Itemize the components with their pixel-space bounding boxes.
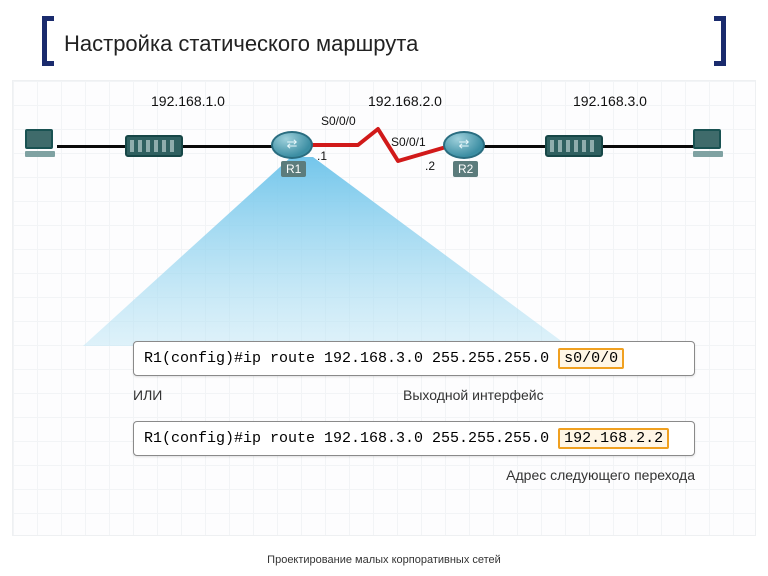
switch-right-icon bbox=[545, 135, 603, 157]
switch-left-icon bbox=[125, 135, 183, 157]
network-diagram: 192.168.1.0 192.168.2.0 192.168.3.0 R1 R… bbox=[12, 80, 756, 536]
cli-box-1: R1(config)#ip route 192.168.3.0 255.255.… bbox=[133, 341, 695, 376]
spotlight-beam-icon bbox=[63, 151, 583, 351]
net-label-mid: 192.168.2.0 bbox=[368, 93, 442, 109]
router-r1-label: R1 bbox=[281, 161, 306, 177]
if-r2-ip: .2 bbox=[425, 159, 435, 173]
if-r2-in: S0/0/1 bbox=[391, 135, 426, 149]
title-bar: Настройка статического маршрута bbox=[42, 26, 726, 62]
label-outif: Выходной интерфейс bbox=[403, 387, 544, 403]
cli-2-text: R1(config)#ip route 192.168.3.0 255.255.… bbox=[144, 430, 558, 447]
footer-text: Проектирование малых корпоративных сетей bbox=[0, 554, 768, 566]
net-label-right: 192.168.3.0 bbox=[573, 93, 647, 109]
cli-1-highlight: s0/0/0 bbox=[558, 348, 624, 369]
cli-1-text: R1(config)#ip route 192.168.3.0 255.255.… bbox=[144, 350, 558, 367]
pc-left-icon bbox=[25, 129, 59, 159]
page-title: Настройка статического маршрута bbox=[64, 31, 418, 57]
cli-box-2: R1(config)#ip route 192.168.3.0 255.255.… bbox=[133, 421, 695, 456]
router-r2-icon bbox=[443, 131, 485, 159]
net-label-left: 192.168.1.0 bbox=[151, 93, 225, 109]
cli-2-highlight: 192.168.2.2 bbox=[558, 428, 669, 449]
bracket-right-icon bbox=[714, 16, 726, 66]
if-r1-out: S0/0/0 bbox=[321, 114, 356, 128]
pc-right-icon bbox=[693, 129, 727, 159]
bracket-left-icon bbox=[42, 16, 54, 66]
if-r1-ip: .1 bbox=[317, 149, 327, 163]
router-r1-icon bbox=[271, 131, 313, 159]
label-nexthop: Адрес следующего перехода bbox=[506, 467, 695, 483]
router-r2-label: R2 bbox=[453, 161, 478, 177]
label-or: ИЛИ bbox=[133, 387, 162, 403]
